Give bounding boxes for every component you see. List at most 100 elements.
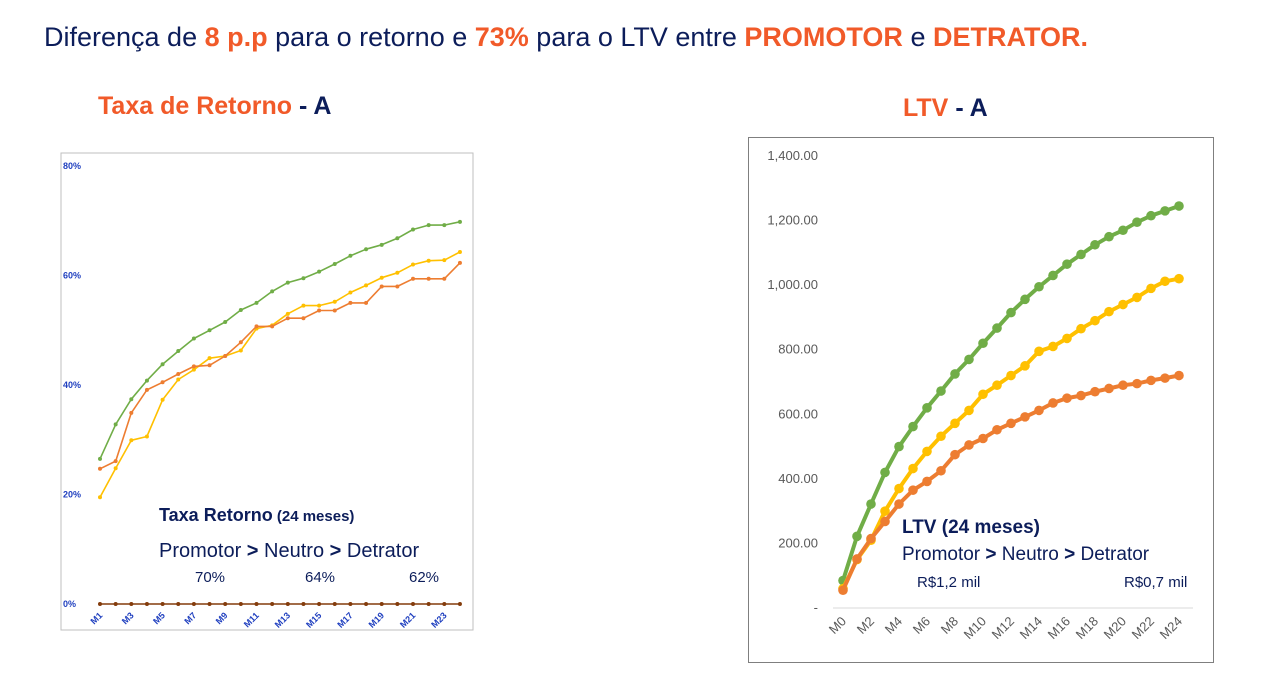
retorno-point-neutro-m17 <box>348 290 353 295</box>
retorno-point-base-m16 <box>332 602 337 606</box>
ltv-point-promotor-m19 <box>1104 231 1114 242</box>
ltv-point-promotor-m8 <box>950 369 960 379</box>
retorno-point-base-m22 <box>426 602 431 606</box>
ltv-point-promotor-m1 <box>852 531 862 542</box>
retorno-point-base-m5 <box>160 602 165 606</box>
retorno-point-promotor-m15 <box>317 269 322 274</box>
ltv-point-promotor-m7 <box>936 386 946 396</box>
retorno-point-neutro-m3 <box>129 438 134 443</box>
retorno-point-base-m23 <box>442 602 447 606</box>
ltv-point-detrator-m13 <box>1020 412 1030 422</box>
retorno-series-detrator-line <box>99 262 461 470</box>
ltv-point-promotor-m12 <box>1006 307 1016 318</box>
ltv-y-tick-1-400-00: 1,400.00 <box>767 148 818 163</box>
ltv-point-neutro-m23 <box>1160 276 1170 287</box>
retorno-point-neutro-m18 <box>364 283 369 288</box>
retorno-point-neutro-m2 <box>113 466 118 471</box>
retorno-point-base-m4 <box>144 602 149 606</box>
ltv-y-tick-600-00: 600.00 <box>778 406 818 421</box>
ltv-point-detrator-m3 <box>880 516 890 527</box>
ltv-point-neutro-m14 <box>1034 346 1044 357</box>
ltv-y-tick-: - <box>814 600 818 615</box>
ltv-point-neutro-m20 <box>1118 299 1128 310</box>
retorno-point-detrator-m16 <box>332 308 337 313</box>
retorno-point-base-m7 <box>191 602 196 606</box>
ltv-point-detrator-m11 <box>992 424 1002 435</box>
retorno-point-base-m2 <box>113 602 118 606</box>
retorno-point-detrator-m15 <box>317 308 322 313</box>
annotation-retorno: Taxa Retorno (24 meses) Promotor > Neutr… <box>159 505 439 586</box>
retorno-point-neutro-m14 <box>301 303 306 308</box>
chart-ltv-plot: - 200.00 400.00 600.00 800.00 1,000.00 1,200.0… <box>767 148 1193 642</box>
ltv-point-detrator-m15 <box>1048 398 1058 408</box>
headline-text-2: para o retorno e <box>267 22 475 52</box>
retorno-point-promotor-m2 <box>113 422 118 427</box>
retorno-point-promotor-m14 <box>301 276 306 281</box>
retorno-point-detrator-m22 <box>426 276 431 281</box>
retorno-point-base-m21 <box>411 602 415 606</box>
ltv-point-neutro-m7 <box>936 431 946 442</box>
retorno-point-detrator-m8 <box>207 363 212 368</box>
retorno-point-detrator-m9 <box>223 353 228 358</box>
retorno-point-promotor-m19 <box>379 242 384 247</box>
retorno-point-detrator-m2 <box>113 459 118 464</box>
retorno-point-promotor-m22 <box>426 223 431 228</box>
ltv-point-neutro-m11 <box>992 380 1002 391</box>
retorno-y-tick-80: 80% <box>63 161 81 171</box>
ltv-point-promotor-m20 <box>1118 225 1128 236</box>
retorno-point-neutro-m7 <box>191 367 196 372</box>
annotation-ltv-detrator-value: R$0,7 mil <box>1124 574 1187 591</box>
ltv-y-tick-800-00: 800.00 <box>778 342 818 357</box>
ltv-point-neutro-m13 <box>1020 361 1030 371</box>
retorno-point-detrator-m19 <box>379 284 384 289</box>
ltv-y-tick-200-00: 200.00 <box>778 535 818 550</box>
headline-highlight-detrator: DETRATOR <box>932 22 1081 52</box>
headline-text-3: para o LTV entre <box>528 22 745 52</box>
ltv-y-tick-400-00: 400.00 <box>778 471 818 486</box>
ltv-y-tick-1-200-00: 1,200.00 <box>767 213 818 228</box>
chart-title-ltv-rest: - A <box>948 94 988 122</box>
ltv-point-promotor-m9 <box>964 354 974 365</box>
chart-title-retorno-accent: Taxa de Retorno <box>98 92 293 120</box>
retorno-point-detrator-m6 <box>176 372 181 377</box>
ltv-point-promotor-m4 <box>894 441 904 452</box>
ltv-point-promotor-m13 <box>1020 294 1030 305</box>
headline-highlight-ltv: 73% <box>474 22 529 52</box>
ltv-point-neutro-m18 <box>1090 315 1100 326</box>
retorno-point-base-m10 <box>238 602 243 606</box>
ltv-point-neutro-m24 <box>1174 273 1184 284</box>
retorno-y-tick-20: 20% <box>63 490 81 500</box>
ltv-point-detrator-m17 <box>1076 390 1086 401</box>
retorno-point-detrator-m3 <box>129 410 134 415</box>
annotation-retorno-detrator-value: 62% <box>409 569 439 586</box>
ltv-point-detrator-m10 <box>978 433 988 444</box>
ltv-point-detrator-m0 <box>838 585 848 596</box>
ltv-point-promotor-m18 <box>1090 239 1100 250</box>
annotation-ltv-ranking: Promotor > Neutro > Detrator <box>902 544 1150 565</box>
annotation-retorno-promotor-value: 70% <box>195 569 225 586</box>
ltv-point-detrator-m12 <box>1006 418 1016 429</box>
ltv-point-detrator-m16 <box>1062 393 1072 403</box>
retorno-point-neutro-m19 <box>379 275 384 280</box>
annotation-ltv-title: LTV (24 meses) <box>902 517 1040 538</box>
retorno-point-promotor-m12 <box>270 289 275 294</box>
ltv-point-detrator-m1 <box>852 554 862 564</box>
retorno-point-base-m15 <box>317 602 322 606</box>
ltv-point-detrator-m22 <box>1146 375 1156 386</box>
retorno-point-promotor-m18 <box>364 247 369 252</box>
retorno-point-promotor-m17 <box>348 253 353 258</box>
retorno-point-detrator-m17 <box>348 300 353 305</box>
retorno-point-detrator-m20 <box>395 284 400 289</box>
retorno-point-promotor-m3 <box>129 397 134 402</box>
ltv-point-detrator-m18 <box>1090 386 1100 397</box>
ltv-point-neutro-m19 <box>1104 306 1114 317</box>
retorno-point-detrator-m14 <box>301 316 306 321</box>
retorno-point-base-m12 <box>270 602 275 606</box>
retorno-point-promotor-m11 <box>254 300 259 305</box>
ltv-point-neutro-m9 <box>964 405 974 416</box>
retorno-point-promotor-m6 <box>176 349 181 354</box>
ltv-point-detrator-m20 <box>1118 380 1128 391</box>
ltv-point-neutro-m6 <box>922 446 932 457</box>
retorno-point-base-m24 <box>457 602 462 606</box>
retorno-point-neutro-m21 <box>411 262 415 267</box>
